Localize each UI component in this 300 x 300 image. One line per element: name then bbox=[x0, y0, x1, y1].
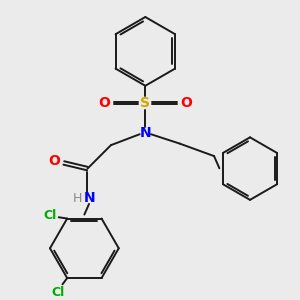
Text: S: S bbox=[140, 96, 150, 110]
Text: O: O bbox=[180, 96, 192, 110]
Text: Cl: Cl bbox=[44, 209, 57, 222]
Text: H: H bbox=[73, 192, 82, 205]
Text: Cl: Cl bbox=[51, 286, 64, 298]
Text: O: O bbox=[49, 154, 61, 168]
Text: N: N bbox=[140, 126, 151, 140]
Text: N: N bbox=[84, 191, 96, 205]
Text: O: O bbox=[99, 96, 111, 110]
